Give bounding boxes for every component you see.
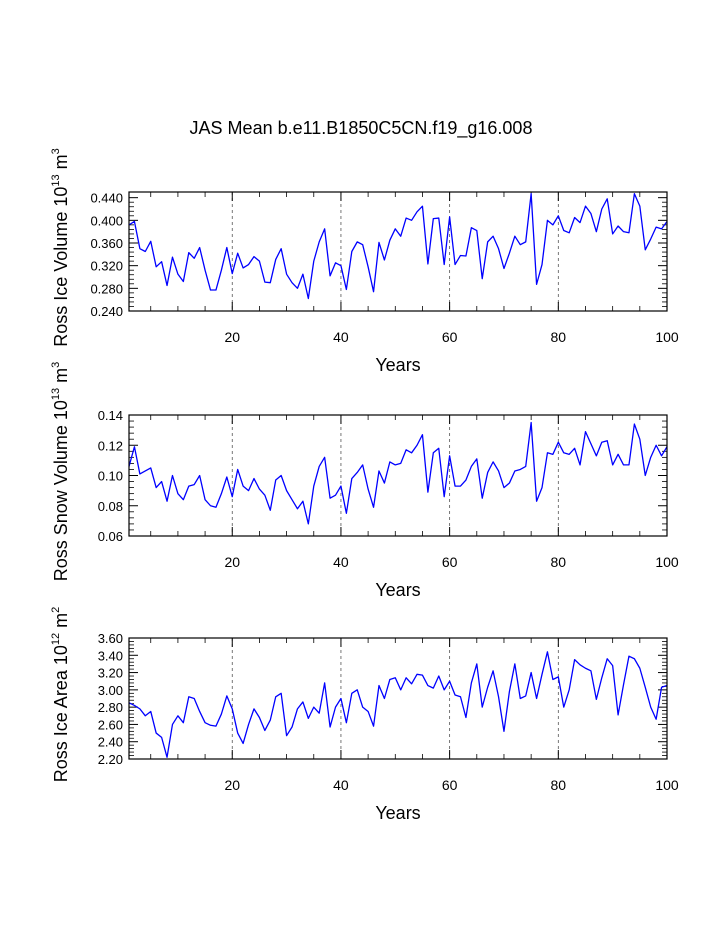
y-tick-label: 3.20 <box>98 666 123 681</box>
x-tick-label: 40 <box>333 329 349 345</box>
x-tick-label: 60 <box>442 554 458 570</box>
y-tick-label: 2.40 <box>98 735 123 750</box>
y-tick-label: 3.00 <box>98 683 123 698</box>
y-tick-label: 0.06 <box>98 529 123 544</box>
y-tick-label: 0.280 <box>90 281 123 296</box>
plot-frame <box>128 191 668 312</box>
data-line-ross-snow-volume <box>128 421 668 525</box>
chart-panel-2: 20 40 60 80 100 0.06 0.08 0.10 0.12 0.14 Years Ross… <box>50 362 679 600</box>
y-tick-label: 0.12 <box>98 438 123 453</box>
data-line-ross-ice-volume <box>128 193 668 300</box>
x-tick-label: 20 <box>224 554 240 570</box>
figure-title: JAS Mean b.e11.B1850C5CN.f19_g16.008 <box>190 118 533 139</box>
chart-panel-3: 20 40 60 80 100 2.20 2.40 2.60 2.80 3.00 3.20 3.40 3… <box>50 607 679 823</box>
y-tick-label: 0.10 <box>98 469 123 484</box>
x-tick-label: 60 <box>442 777 458 793</box>
x-axis-label: Years <box>375 580 420 600</box>
y-tick-label: 0.14 <box>98 408 123 423</box>
panels: 20 40 60 80 100 0.240 0.280 0.320 0.360 0.400 0.44… <box>50 148 679 823</box>
x-tick-label: 80 <box>551 777 567 793</box>
x-tick-label: 60 <box>442 329 458 345</box>
chart-panel-1: 20 40 60 80 100 0.240 0.280 0.320 0.360 0.400 0.44… <box>50 148 679 375</box>
data-line-ross-ice-area <box>128 651 668 758</box>
y-tick-label: 0.320 <box>90 259 123 274</box>
y-axis-label: Ross Snow Volume 1013 m3 <box>50 362 71 581</box>
x-tick-label: 20 <box>224 329 240 345</box>
y-tick-label: 0.440 <box>90 191 123 206</box>
x-tick-label: 20 <box>224 777 240 793</box>
plot-frame <box>128 637 668 760</box>
y-tick-label: 3.60 <box>98 631 123 646</box>
y-tick-label: 0.240 <box>90 304 123 319</box>
y-axis-label: Ross Ice Area 1012 m2 <box>50 607 71 782</box>
y-tick-label: 0.360 <box>90 236 123 251</box>
x-tick-label: 40 <box>333 777 349 793</box>
y-tick-label: 0.08 <box>98 499 123 514</box>
x-tick-label: 100 <box>655 777 679 793</box>
y-tick-label: 2.80 <box>98 700 123 715</box>
plot-frame <box>128 414 668 537</box>
x-axis-label: Years <box>375 803 420 823</box>
x-tick-label: 100 <box>655 554 679 570</box>
y-tick-label: 3.40 <box>98 648 123 663</box>
y-tick-label: 0.400 <box>90 213 123 228</box>
x-tick-label: 80 <box>551 329 567 345</box>
y-tick-label: 2.60 <box>98 717 123 732</box>
y-tick-label: 2.20 <box>98 752 123 767</box>
x-axis-label: Years <box>375 355 420 375</box>
y-axis-label: Ross Ice Volume 1013 m3 <box>50 148 71 346</box>
x-tick-label: 80 <box>551 554 567 570</box>
x-tick-label: 40 <box>333 554 349 570</box>
x-tick-label: 100 <box>655 329 679 345</box>
